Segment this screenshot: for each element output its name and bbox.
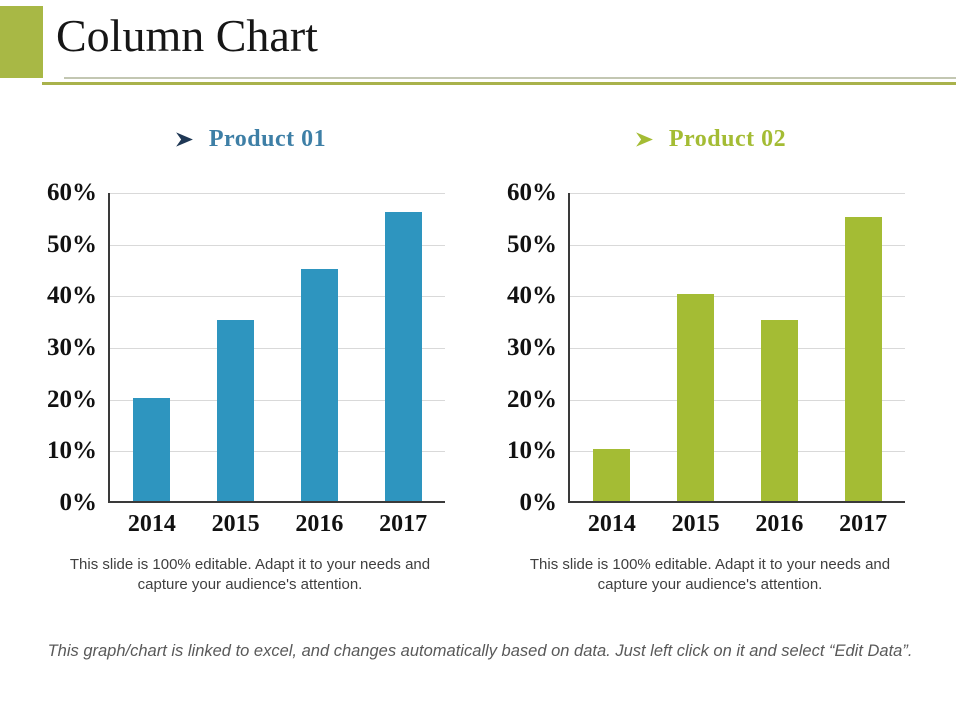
x-tick-label: 2015 (671, 511, 720, 537)
gridline (570, 244, 905, 246)
arrowhead-right-icon (174, 129, 195, 150)
y-tick-label: 10% (47, 437, 97, 465)
x-tick-label: 2014 (587, 511, 636, 537)
gridline (570, 348, 905, 349)
chart-caption: This slide is 100% editable. Adapt it to… (50, 555, 450, 596)
product-01-plot-area[interactable] (108, 193, 445, 503)
bar-2017[interactable] (844, 216, 882, 501)
x-tick-label: 2017 (379, 511, 428, 537)
gridline (110, 348, 445, 349)
x-tick-label: 2017 (839, 511, 888, 537)
arrowhead-right-icon (634, 129, 655, 150)
gridline (570, 193, 905, 194)
gridline (110, 296, 445, 298)
chart-caption: This slide is 100% editable. Adapt it to… (510, 555, 910, 596)
x-tick-label: 2015 (211, 511, 260, 537)
y-tick-label: 60% (47, 179, 97, 206)
y-tick-label: 60% (507, 179, 557, 206)
y-tick-label: 20% (47, 385, 97, 413)
y-tick-label: 30% (47, 334, 97, 361)
bar-2015[interactable] (217, 320, 255, 501)
caption-line-2: capture your audience's attention. (137, 576, 363, 594)
footer-note: This graph/chart is linked to excel, and… (47, 642, 913, 660)
caption-line-1: This slide is 100% editable. Adapt it to… (529, 556, 891, 573)
y-tick-label: 10% (507, 437, 557, 465)
y-tick-label: 30% (507, 334, 557, 361)
y-axis-labels: 60% 50% 40% 30% 20% 10% 0% (40, 179, 108, 516)
caption-line-2: capture your audience's attention. (597, 576, 823, 594)
accent-block (0, 6, 43, 78)
y-tick-label: 0% (59, 489, 98, 516)
x-tick-label: 2016 (755, 511, 804, 537)
y-axis-labels: 60% 50% 40% 30% 20% 10% 0% (500, 179, 568, 516)
gridline (570, 451, 905, 453)
bar-2016[interactable] (300, 268, 338, 501)
chart-header: Product 02 (500, 118, 920, 160)
y-tick-label: 50% (47, 230, 97, 258)
gridline (110, 451, 445, 453)
bar-2016[interactable] (760, 320, 798, 501)
product-01-chart: Product 01 60% 50% 40% 30% 20% 10% 0% 2014 2015… (40, 118, 460, 596)
x-tick-label: 2016 (295, 511, 344, 537)
y-tick-label: 40% (507, 282, 557, 310)
gridline (570, 296, 905, 298)
y-tick-label: 50% (507, 230, 557, 258)
chart-body: 60% 50% 40% 30% 20% 10% 0% (40, 179, 460, 516)
bar-2015[interactable] (677, 294, 715, 501)
title-rule-top (64, 77, 956, 79)
chart-title: Product 01 (208, 125, 327, 152)
y-tick-label: 0% (519, 489, 558, 516)
bar-2014[interactable] (593, 449, 631, 501)
chart-body: 60% 50% 40% 30% 20% 10% 0% (500, 179, 920, 516)
caption-line-1: This slide is 100% editable. Adapt it to… (69, 556, 431, 573)
x-tick-label: 2014 (127, 511, 176, 537)
bar-2017[interactable] (384, 211, 422, 501)
page-title: Column Chart (56, 10, 318, 61)
gridline (110, 244, 445, 246)
y-tick-label: 40% (47, 282, 97, 310)
chart-header: Product 01 (40, 118, 460, 160)
gridline (110, 399, 445, 401)
bar-2014[interactable] (133, 397, 171, 501)
gridline (570, 399, 905, 401)
y-tick-label: 20% (507, 385, 557, 413)
gridline (110, 193, 445, 194)
product-02-chart: Product 02 60% 50% 40% 30% 20% 10% 0% 2014 2015… (500, 118, 920, 596)
x-axis-labels: 2014 2015 2016 2017 (110, 511, 445, 538)
chart-title: Product 02 (668, 125, 787, 152)
x-axis-labels: 2014 2015 2016 2017 (570, 511, 905, 538)
title-rule-bottom (42, 82, 956, 85)
product-02-plot-area[interactable] (568, 193, 905, 503)
